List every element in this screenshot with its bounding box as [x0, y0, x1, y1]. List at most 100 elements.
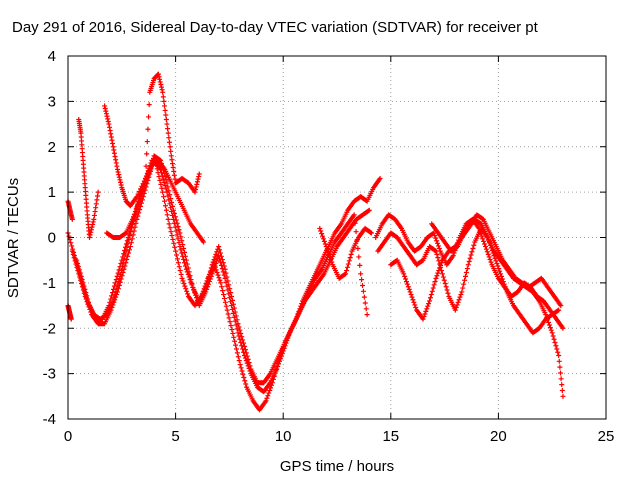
data-point — [227, 319, 233, 325]
data-point — [453, 305, 459, 311]
data-point — [240, 337, 246, 343]
data-point — [95, 189, 101, 195]
data-point — [78, 273, 84, 279]
data-point — [205, 275, 211, 281]
data-point — [266, 390, 272, 396]
data-point — [442, 281, 448, 287]
data-point — [210, 259, 216, 265]
data-point — [458, 292, 464, 298]
data-point — [365, 208, 371, 214]
data-point — [195, 176, 201, 182]
data-point — [405, 284, 411, 290]
data-point — [115, 169, 121, 175]
data-point — [359, 277, 365, 283]
y-tick-label: 4 — [48, 48, 56, 65]
data-point — [357, 262, 363, 268]
data-point — [477, 220, 483, 226]
data-point — [403, 276, 409, 282]
data-point — [118, 182, 124, 188]
data-point — [120, 254, 126, 260]
data-point — [247, 363, 253, 369]
data-point — [194, 179, 200, 185]
data-point — [137, 196, 143, 202]
data-point — [170, 236, 176, 242]
data-point — [327, 254, 333, 260]
data-point — [246, 360, 252, 366]
data-point — [553, 343, 559, 349]
data-point — [110, 286, 116, 292]
data-point — [136, 198, 142, 204]
data-point — [164, 180, 170, 186]
data-point — [121, 266, 127, 272]
data-point — [245, 356, 251, 362]
data-point — [177, 268, 183, 274]
data-point — [167, 201, 173, 207]
data-point — [220, 288, 226, 294]
data-point — [174, 232, 180, 238]
data-point — [114, 166, 120, 172]
data-point — [228, 323, 234, 329]
data-point — [103, 108, 109, 114]
data-point — [427, 298, 433, 304]
data-point — [143, 177, 149, 183]
data-point — [189, 282, 195, 288]
data-point — [182, 260, 188, 266]
data-point — [83, 290, 89, 296]
data-point — [229, 327, 235, 333]
data-point — [213, 251, 219, 257]
data-point — [230, 330, 236, 336]
data-point — [560, 393, 566, 399]
data-point — [226, 315, 232, 321]
data-point — [102, 106, 108, 112]
data-series — [102, 71, 202, 209]
data-point — [117, 264, 123, 270]
data-point — [494, 260, 500, 266]
data-point — [183, 286, 189, 292]
data-series — [74, 157, 370, 386]
data-point — [194, 181, 200, 187]
data-point — [325, 249, 331, 255]
data-point — [321, 238, 327, 244]
data-point — [358, 271, 364, 277]
data-point — [122, 231, 128, 237]
data-point — [344, 268, 350, 274]
data-point — [438, 262, 444, 268]
y-tick-label: -3 — [43, 366, 56, 383]
data-point — [88, 229, 94, 235]
data-point — [236, 324, 242, 330]
data-point — [329, 259, 335, 265]
data-point — [431, 230, 437, 236]
data-point — [182, 249, 188, 255]
data-point — [75, 260, 81, 266]
data-point — [433, 248, 439, 254]
data-point — [238, 340, 244, 346]
data-point — [236, 333, 242, 339]
data-point — [351, 212, 357, 218]
data-point — [484, 249, 490, 255]
data-point — [159, 87, 165, 93]
data-point — [433, 275, 439, 281]
data-point — [229, 297, 235, 303]
data-point — [123, 260, 129, 266]
data-point — [444, 287, 450, 293]
data-point — [463, 270, 469, 276]
data-point — [124, 238, 130, 244]
data-point — [158, 84, 164, 90]
y-tick-label: -1 — [43, 275, 56, 292]
data-point — [549, 330, 555, 336]
data-point — [352, 220, 358, 226]
data-point — [214, 249, 220, 255]
data-point — [467, 255, 473, 261]
data-point — [558, 376, 564, 382]
data-point — [233, 313, 239, 319]
data-point — [547, 325, 553, 331]
data-point — [126, 247, 132, 253]
data-point — [227, 286, 233, 292]
data-point — [108, 134, 114, 140]
data-point — [69, 248, 75, 254]
data-point — [220, 269, 226, 275]
data-point — [162, 198, 168, 204]
data-series — [104, 157, 207, 245]
data-point — [106, 121, 112, 127]
data-point — [163, 117, 169, 123]
